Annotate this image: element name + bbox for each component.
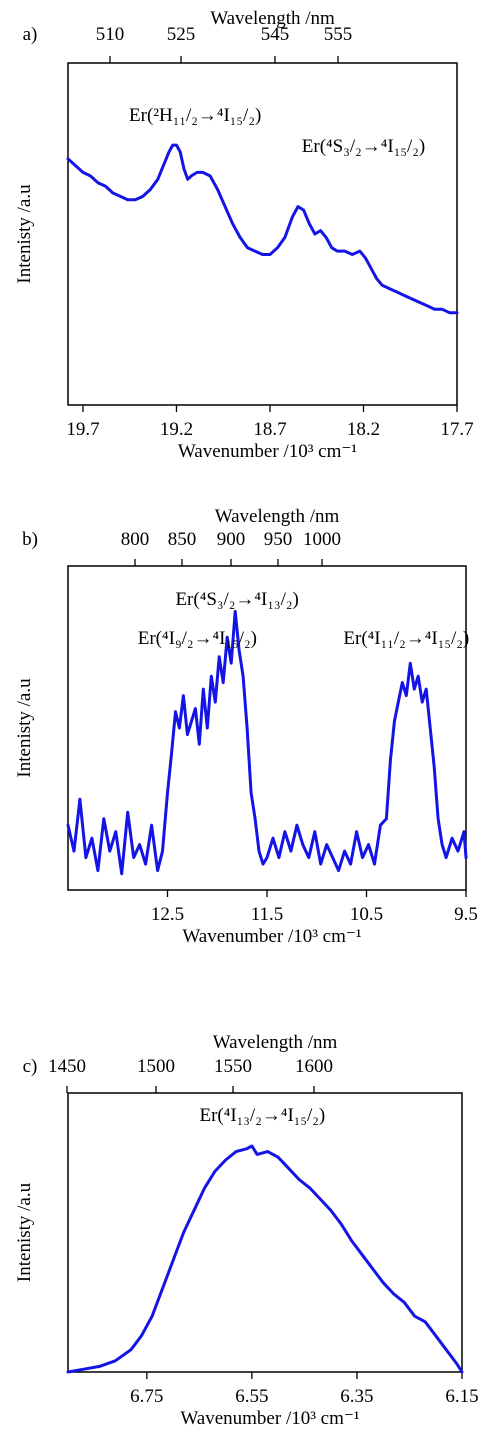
top-tick-label: 510 <box>96 24 125 45</box>
bottom-tick-label: 6.55 <box>235 1386 268 1407</box>
bottom-tick-label: 9.5 <box>454 904 478 925</box>
transition-annotation: Er(⁴S₃/₂→⁴I₁₃/₂) <box>175 589 298 610</box>
transition-annotation: Er(⁴I₁₁/₂→⁴I₁₅/₂) <box>343 628 469 649</box>
transition-annotation: Er(²H₁₁/₂→⁴I₁₅/₂) <box>129 105 261 126</box>
top-tick-label: 1550 <box>214 1056 252 1077</box>
y-axis-label: Intenisty /a.u <box>14 678 35 778</box>
bottom-tick-label: 10.5 <box>350 904 383 925</box>
transition-annotation: Er(⁴I₉/₂→⁴I₁₅/₂) <box>138 628 257 649</box>
top-axis-title: Wavelength /nm <box>215 506 340 527</box>
bottom-tick-label: 19.7 <box>66 419 99 440</box>
y-axis-label: Intenisty /a.u <box>14 1182 35 1282</box>
plot-frame <box>67 1092 463 1373</box>
bottom-axis-title: Wavenumber /10³ cm⁻¹ <box>180 1408 360 1429</box>
top-tick-label: 850 <box>168 529 197 550</box>
top-tick-label: 1000 <box>303 529 341 550</box>
panel-c: c) Wavelength /nm 1450 1500 1550 1600 6.75 6.55… <box>14 1032 479 1429</box>
bottom-axis-title: Wavenumber /10³ cm⁻¹ <box>178 441 358 462</box>
top-axis-title: Wavelength /nm <box>210 8 335 29</box>
bottom-tick-label: 18.2 <box>347 419 380 440</box>
panel-label: a) <box>23 24 38 45</box>
top-tick-label: 525 <box>167 24 196 45</box>
top-tick-label: 545 <box>261 24 290 45</box>
panel-label: b) <box>22 529 38 550</box>
bottom-tick-label: 11.5 <box>251 904 284 925</box>
top-tick-label: 900 <box>217 529 246 550</box>
panel-b: b) Wavelength /nm 800 850 900 950 1000 12.5 11.5… <box>14 506 478 947</box>
transition-annotation: Er(⁴I₁₃/₂→⁴I₁₅/₂) <box>199 1105 325 1126</box>
panel-a: a) Wavelength /nm 510 525 545 555 19.7 19.2 18.7… <box>14 8 474 462</box>
top-tick-label: 1500 <box>137 1056 175 1077</box>
transition-annotation: Er(⁴S₃/₂→⁴I₁₅/₂) <box>302 136 425 157</box>
plot-frame <box>67 565 467 891</box>
top-tick-label: 1600 <box>295 1056 333 1077</box>
top-tick-label: 555 <box>324 24 353 45</box>
bottom-tick-label: 18.7 <box>253 419 286 440</box>
spectrum-line <box>66 609 468 876</box>
panel-label: c) <box>23 1056 38 1077</box>
bottom-tick-label: 12.5 <box>151 904 184 925</box>
y-axis-label: Intenisty /a.u <box>14 184 35 284</box>
plot-frame <box>67 62 458 406</box>
spectrum-line <box>66 143 459 315</box>
top-tick-label: 950 <box>264 529 293 550</box>
bottom-tick-label: 17.7 <box>440 419 473 440</box>
top-tick-label: 800 <box>121 529 150 550</box>
spectrum-line <box>66 1144 464 1374</box>
bottom-axis-title: Wavenumber /10³ cm⁻¹ <box>182 926 362 947</box>
bottom-tick-label: 6.35 <box>340 1386 373 1407</box>
bottom-tick-label: 6.15 <box>445 1386 478 1407</box>
top-tick-label: 1450 <box>48 1056 86 1077</box>
top-axis-title: Wavelength /nm <box>213 1032 338 1053</box>
bottom-tick-label: 19.2 <box>160 419 193 440</box>
bottom-tick-label: 6.75 <box>130 1386 163 1407</box>
